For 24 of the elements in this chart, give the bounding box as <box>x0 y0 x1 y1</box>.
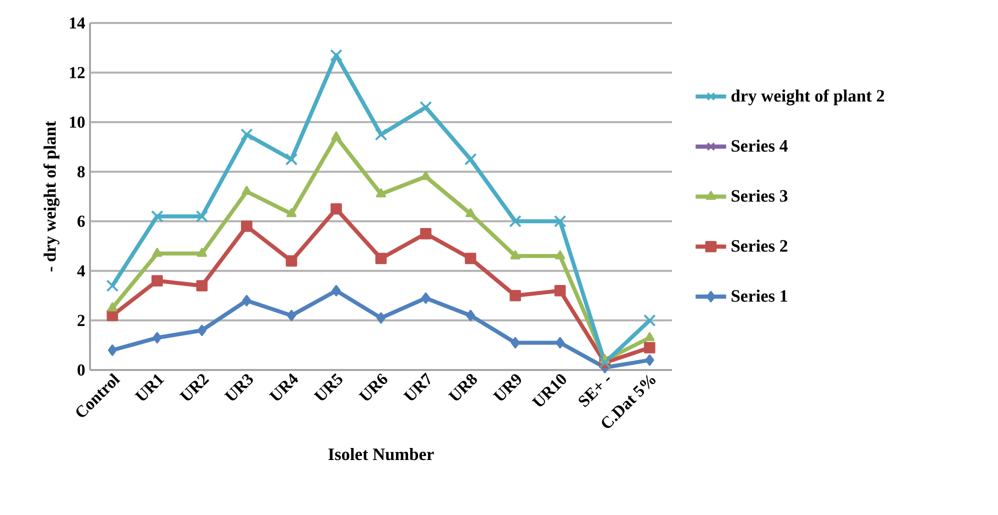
x-tick-label: UR3 <box>224 374 253 400</box>
y-tick-label: 12 <box>70 67 85 78</box>
x-tick-label: UR8 <box>448 374 477 400</box>
y-tick-label: 4 <box>77 265 85 276</box>
x-tick-label: UR4 <box>268 373 298 400</box>
legend-label: Series 1 <box>732 290 788 302</box>
x-tick-label: UR2 <box>179 374 210 400</box>
y-tick-label: 6 <box>78 216 85 227</box>
x-tick-label: SE+ - <box>578 377 610 408</box>
x-tick-label: UR5 <box>314 373 342 400</box>
y-tick-label: 10 <box>70 116 85 128</box>
y-axis-title: - dry weight of plant <box>43 121 60 272</box>
x-tick-label: UR6 <box>358 373 388 400</box>
legend-label: Series 3 <box>732 190 788 202</box>
y-tick-label: 2 <box>78 314 85 326</box>
legend-label: Series 4 <box>732 140 788 152</box>
x-tick-label: UR7 <box>403 372 430 400</box>
y-tick-label: 14 <box>70 18 85 28</box>
y-tick-label: 8 <box>78 166 85 178</box>
legend-label: dry weight of plant 2 <box>731 89 884 106</box>
x-tick-label: UR1 <box>134 374 164 400</box>
legend-label: Series 2 <box>732 240 788 252</box>
x-tick-label: UR9 <box>492 374 521 400</box>
x-axis-title: Isolet Number <box>328 448 434 460</box>
